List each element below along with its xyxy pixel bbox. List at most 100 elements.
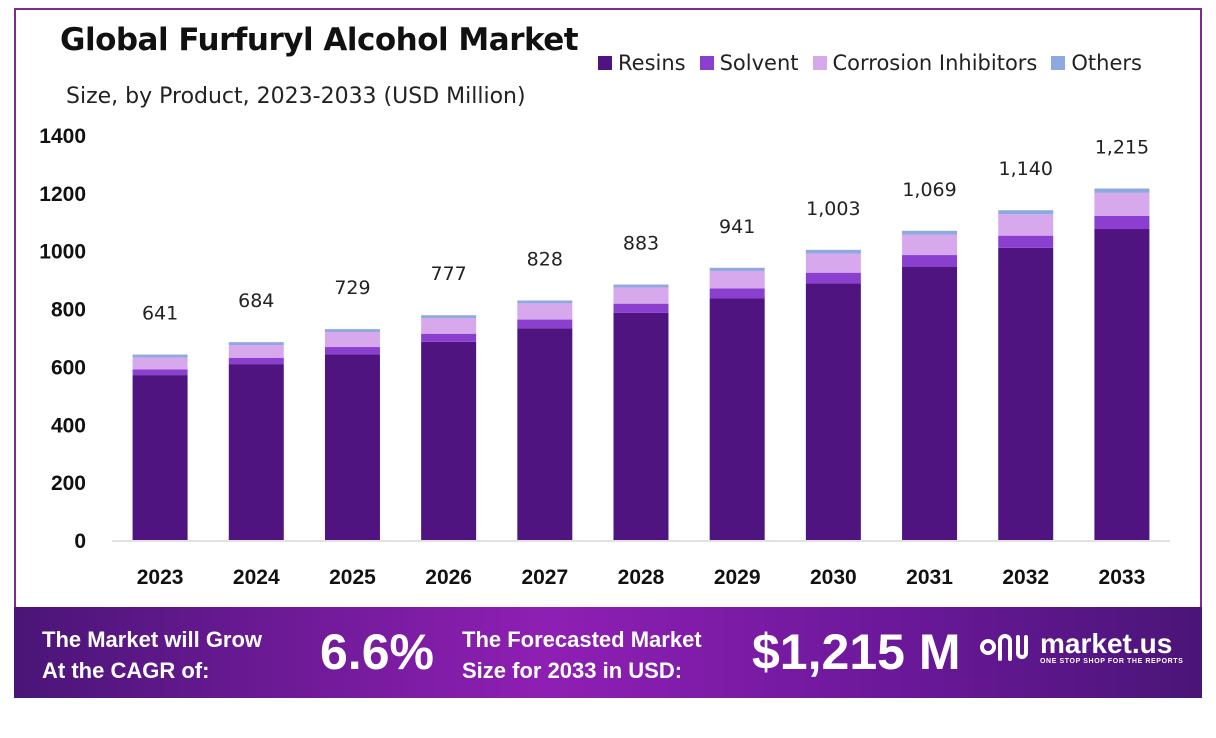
- chart-title: Global Furfuryl Alcohol Market: [60, 22, 579, 58]
- bar-segment-solvent: [324, 347, 380, 355]
- bar-total-label: 684: [238, 290, 274, 312]
- bar-total-label: 1,140: [999, 158, 1053, 180]
- legend-label-others: Others: [1071, 51, 1142, 75]
- x-tick-label: 2026: [425, 566, 472, 589]
- x-tick-label: 2023: [137, 566, 184, 589]
- legend-item-others: Others: [1051, 51, 1142, 75]
- x-tick-label: 2027: [521, 566, 568, 589]
- legend-swatch-solvent: [699, 56, 714, 70]
- cagr-caption-line2: At the CAGR of:: [42, 658, 210, 683]
- bar-segment-solvent: [1094, 216, 1150, 230]
- cagr-caption: The Market will Grow At the CAGR of:: [42, 624, 262, 686]
- bar-segment-corrosion-inhibitors: [132, 357, 188, 370]
- y-tick-label: 1200: [39, 183, 86, 206]
- legend-item-solvent: Solvent: [699, 51, 799, 75]
- bar-total-label: 1,069: [902, 179, 956, 201]
- bar-segment-others: [132, 354, 188, 358]
- bar-segment-resins: [613, 312, 669, 540]
- bar-segment-others: [517, 300, 573, 304]
- bar-segment-corrosion-inhibitors: [902, 234, 958, 256]
- market-us-logo-icon: [980, 634, 1028, 661]
- bar-segment-resins: [517, 328, 573, 540]
- x-tick-label: 2024: [233, 566, 280, 589]
- x-tick-label: 2030: [810, 566, 857, 589]
- y-tick-label: 1400: [39, 125, 86, 148]
- bar-segment-solvent: [998, 235, 1054, 248]
- bar-segment-others: [613, 284, 669, 288]
- market-us-logo: market.us ONE STOP SHOP FOR THE REPORTS: [980, 629, 1183, 665]
- legend-swatch-others: [1051, 56, 1066, 70]
- forecast-caption-line2: Size for 2033 in USD:: [462, 658, 683, 683]
- legend-swatch-resins: [598, 56, 612, 70]
- bar-segment-corrosion-inhibitors: [517, 303, 573, 320]
- bar-segment-resins: [709, 298, 765, 540]
- bar-segment-others: [1094, 188, 1150, 193]
- stacked-bar-chart: 0 200 400 600 800 1000 1200 1400 641 2023 684 2024 7…: [39, 125, 1170, 589]
- bar-segment-resins: [132, 375, 188, 540]
- cagr-value: 6.6%: [320, 624, 434, 680]
- bar-segment-others: [228, 342, 284, 346]
- bar-segment-others: [805, 249, 861, 254]
- bar-total-label: 641: [142, 303, 178, 325]
- bar-segment-corrosion-inhibitors: [228, 345, 284, 358]
- bar-segment-others: [998, 210, 1054, 215]
- logo-brand: market.us: [1040, 627, 1173, 659]
- legend-label-solvent: Solvent: [719, 51, 799, 75]
- bar-segment-solvent: [902, 255, 958, 267]
- bar-segment-solvent: [709, 288, 765, 299]
- x-tick-label: 2025: [329, 566, 376, 589]
- bar-segment-solvent: [421, 333, 477, 342]
- x-tick-label: 2031: [906, 566, 953, 589]
- bar-segment-corrosion-inhibitors: [805, 253, 861, 273]
- bar-segment-others: [902, 230, 958, 235]
- forecast-value: $1,215 M: [752, 624, 961, 680]
- bar-total-label: 1,215: [1095, 137, 1149, 159]
- bar-segment-resins: [1094, 229, 1150, 540]
- cagr-caption-line1: The Market will Grow: [42, 627, 263, 652]
- bar-segment-resins: [228, 364, 284, 540]
- y-tick-label: 800: [51, 299, 86, 322]
- x-tick-label: 2029: [714, 566, 761, 589]
- bar-segment-solvent: [805, 272, 861, 284]
- bar-total-label: 941: [719, 216, 755, 238]
- bar-segment-resins: [902, 266, 958, 540]
- chart-subtitle: Size, by Product, 2023-2033 (USD Million…: [66, 84, 526, 109]
- bar-segment-others: [709, 267, 765, 271]
- x-tick-label: 2028: [618, 566, 665, 589]
- x-tick-label: 2033: [1099, 566, 1146, 589]
- bar-segment-others: [324, 329, 380, 333]
- bar-segment-solvent: [228, 357, 284, 365]
- bar-segment-corrosion-inhibitors: [421, 318, 477, 334]
- bar-segment-others: [421, 315, 477, 319]
- legend-label-resins: Resins: [618, 51, 686, 75]
- legend: Resins Solvent Corrosion Inhibitors Othe…: [598, 51, 1156, 75]
- bar-segment-resins: [421, 341, 477, 540]
- legend-label-corrosion-inhibitors: Corrosion Inhibitors: [832, 51, 1038, 75]
- summary-banner: The Market will Grow At the CAGR of: 6.6…: [14, 607, 1202, 698]
- bar-segment-solvent: [132, 369, 188, 376]
- bar-segment-resins: [324, 354, 380, 540]
- bar-segment-corrosion-inhibitors: [1094, 192, 1150, 216]
- legend-item-corrosion-inhibitors: Corrosion Inhibitors: [812, 51, 1038, 75]
- y-tick-label: 1000: [39, 241, 86, 264]
- bar-segment-resins: [805, 283, 861, 540]
- legend-item-resins: Resins: [598, 51, 686, 75]
- bar-segment-corrosion-inhibitors: [324, 332, 380, 348]
- bar-total-label: 729: [334, 277, 370, 299]
- forecast-caption: The Forecasted Market Size for 2033 in U…: [462, 624, 702, 686]
- legend-swatch-corrosion-inhibitors: [812, 56, 827, 70]
- bar-total-label: 828: [527, 248, 563, 270]
- bar-segment-corrosion-inhibitors: [709, 270, 765, 289]
- bar-total-label: 883: [623, 233, 659, 255]
- y-tick-label: 200: [51, 472, 86, 495]
- x-tick-label: 2032: [1002, 566, 1049, 589]
- bar-total-label: 1,003: [806, 198, 860, 220]
- y-tick-label: 400: [51, 414, 86, 437]
- y-tick-label: 0: [74, 530, 86, 553]
- forecast-caption-line1: The Forecasted Market: [462, 627, 702, 652]
- bar-segment-corrosion-inhibitors: [998, 214, 1054, 236]
- logo-tagline: ONE STOP SHOP FOR THE REPORTS: [1040, 657, 1184, 665]
- bar-segment-resins: [998, 247, 1054, 541]
- bar-segment-corrosion-inhibitors: [613, 287, 669, 304]
- bar-segment-solvent: [517, 319, 573, 329]
